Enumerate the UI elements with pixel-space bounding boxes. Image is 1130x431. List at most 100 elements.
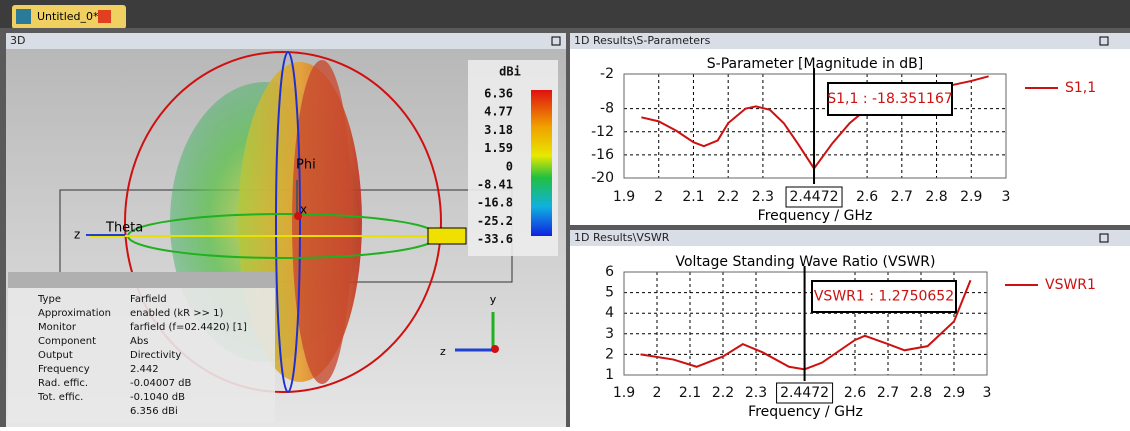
panel: [570, 49, 1130, 225]
x-tick-label: 2.7: [891, 189, 913, 205]
colorbar-label: -16.8: [477, 196, 513, 210]
maximize[interactable]: [551, 36, 561, 46]
x-tick-label: 2.3: [752, 189, 774, 205]
info-value: 2.442: [130, 364, 159, 375]
x-tick-label: 2.9: [960, 189, 982, 205]
x-tick-label: 2.8: [910, 385, 932, 401]
marker-label: 2.4472: [790, 189, 839, 205]
port: [427, 227, 467, 245]
info-value: enabled (kR >> 1): [130, 308, 224, 319]
info-value: Farfield: [130, 294, 167, 305]
y-tick-label: 1: [605, 367, 614, 383]
axis-label: y: [490, 293, 497, 306]
colorbar-label: 3.18: [484, 123, 513, 137]
info-key: Tot. effic.: [37, 392, 83, 403]
x-tick-label: 2: [653, 385, 662, 401]
axis-label: Phi: [296, 158, 316, 173]
x-tick-label: 2.3: [745, 385, 767, 401]
annotation-box: [827, 82, 953, 116]
colorbar-label: 1.59: [484, 141, 513, 155]
x-tick-label: 2.7: [877, 385, 899, 401]
marker-label-box: [776, 382, 834, 404]
x-tick-label: 2.2: [712, 385, 734, 401]
panel-header: [570, 33, 1130, 49]
panel: [570, 246, 1130, 427]
x-tick-label: 3: [1002, 189, 1011, 205]
marker-label: 2.4472: [780, 385, 829, 401]
axis-label: x: [300, 203, 307, 217]
x-tick-label: 3: [983, 385, 992, 401]
tab-bar: [0, 0, 1130, 30]
info-key: Approximation: [38, 308, 111, 319]
tab-close[interactable]: [98, 10, 111, 23]
legend-label: VSWR1: [1045, 277, 1096, 293]
y-tick-label: 6: [605, 264, 614, 280]
y-tick-label: 3: [605, 326, 614, 342]
colorbar-label: -25.2: [477, 214, 513, 228]
x-tick-label: 2.6: [856, 189, 878, 205]
info-value: farfield (f=02.4420) [1]: [130, 322, 247, 333]
annotation-box: [811, 280, 957, 313]
axis-label: z: [440, 345, 446, 358]
chart-title: S-Parameter [Magnitude in dB]: [707, 56, 923, 72]
tab-icon: [16, 9, 31, 24]
y-tick-label: -8: [600, 101, 614, 117]
info-key: Monitor: [38, 322, 77, 333]
tab[interactable]: [12, 5, 126, 29]
y-tick-label: 4: [605, 305, 614, 321]
panel-title: 1D Results\S-Parameters: [574, 34, 711, 47]
x-tick-label: 2.8: [925, 189, 947, 205]
annotation: S1,1 : -18.351167: [827, 91, 953, 107]
info-value: -0.04007 dB: [130, 378, 191, 389]
marker-label-box: [785, 186, 843, 208]
colorbar-label: 0: [506, 159, 513, 173]
info-key: Component: [38, 336, 96, 347]
x-tick-label: 2.9: [943, 385, 965, 401]
y-tick-label: -2: [600, 66, 614, 82]
x-tick-label: 2.1: [679, 385, 701, 401]
panel-title: 1D Results\VSWR: [574, 231, 670, 244]
x-axis-label: Frequency / GHz: [758, 208, 873, 224]
y-tick-label: -16: [591, 147, 614, 163]
info-key: Output: [38, 350, 73, 361]
x-axis-dot: [491, 345, 499, 353]
maximize[interactable]: [1099, 36, 1109, 46]
curve: [640, 279, 972, 371]
maximize[interactable]: [1099, 233, 1109, 243]
axis-label: Theta: [105, 221, 143, 236]
colorbar-label: 4.77: [484, 105, 513, 119]
sphere-circle: [124, 51, 442, 393]
x-tick-label: 1.9: [613, 385, 635, 401]
phi-circle: [275, 51, 301, 393]
info-key: Type: [37, 294, 61, 305]
info-value: Abs: [130, 336, 148, 347]
y-tick-label: -20: [591, 170, 614, 186]
x-axis-label: Frequency / GHz: [748, 404, 863, 420]
annotation: VSWR1 : 1.2750652: [814, 289, 954, 305]
pattern-core: [292, 60, 352, 384]
info-value: Directivity: [130, 350, 181, 361]
origin: [294, 212, 302, 220]
info-panel: [8, 288, 275, 422]
colorbar-label: -33.6: [477, 232, 513, 246]
colorbar-label: 6.36: [484, 87, 513, 101]
legend-label: S1,1: [1065, 80, 1096, 96]
axis-label: z: [74, 228, 80, 242]
info-value: -0.1040 dB: [130, 392, 185, 403]
colorbar-unit: dBi: [499, 65, 521, 79]
y-tick-label: 2: [605, 346, 614, 362]
panel-title: 3D: [10, 34, 25, 47]
x-tick-label: 2.6: [844, 385, 866, 401]
y-tick-label: 5: [605, 285, 614, 301]
info-key: Frequency: [38, 364, 90, 375]
y-tick-label: -12: [591, 124, 614, 140]
info-key: Rad. effic.: [38, 378, 88, 389]
x-tick-label: 2.1: [682, 189, 704, 205]
tab-title: Untitled_0*: [37, 10, 99, 23]
colorbar-label: -8.41: [477, 178, 513, 192]
x-tick-label: 1.9: [613, 189, 635, 205]
x-tick-label: 2: [654, 189, 663, 205]
info-header: [8, 272, 275, 288]
x-tick-label: 2.2: [717, 189, 739, 205]
